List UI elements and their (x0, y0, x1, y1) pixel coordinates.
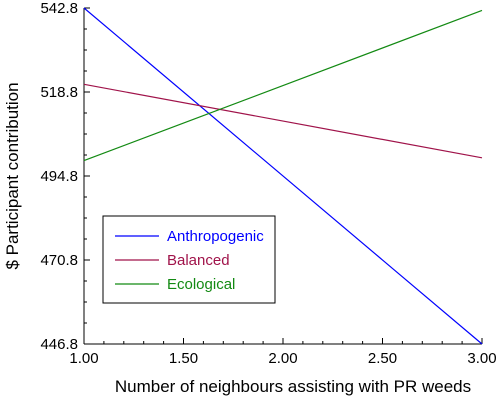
series-line-anthropogenic (83, 7, 483, 345)
x-tick-label: 3.00 (467, 350, 496, 367)
series-line-balanced (83, 83, 483, 159)
legend-label-ecological: Ecological (167, 276, 235, 293)
y-axis-title: $ Participant contribution (3, 82, 22, 269)
y-tick-label: 518.8 (40, 84, 78, 101)
y-tick-label: 470.8 (40, 252, 78, 269)
x-axis-title: Number of neighbours assisting with PR w… (115, 377, 471, 396)
x-tick-label: 1.00 (69, 350, 98, 367)
legend-label-anthropogenic: Anthropogenic (167, 228, 264, 245)
x-tick-label: 2.00 (268, 350, 297, 367)
x-tick-label: 2.50 (368, 350, 397, 367)
y-tick-label: 446.8 (40, 336, 78, 353)
y-tick-label: 542.8 (40, 0, 78, 17)
series-line-ecological (83, 9, 483, 162)
x-tick-label: 1.50 (169, 350, 198, 367)
legend-label-balanced: Balanced (167, 252, 230, 269)
y-tick-label: 494.8 (40, 168, 78, 185)
